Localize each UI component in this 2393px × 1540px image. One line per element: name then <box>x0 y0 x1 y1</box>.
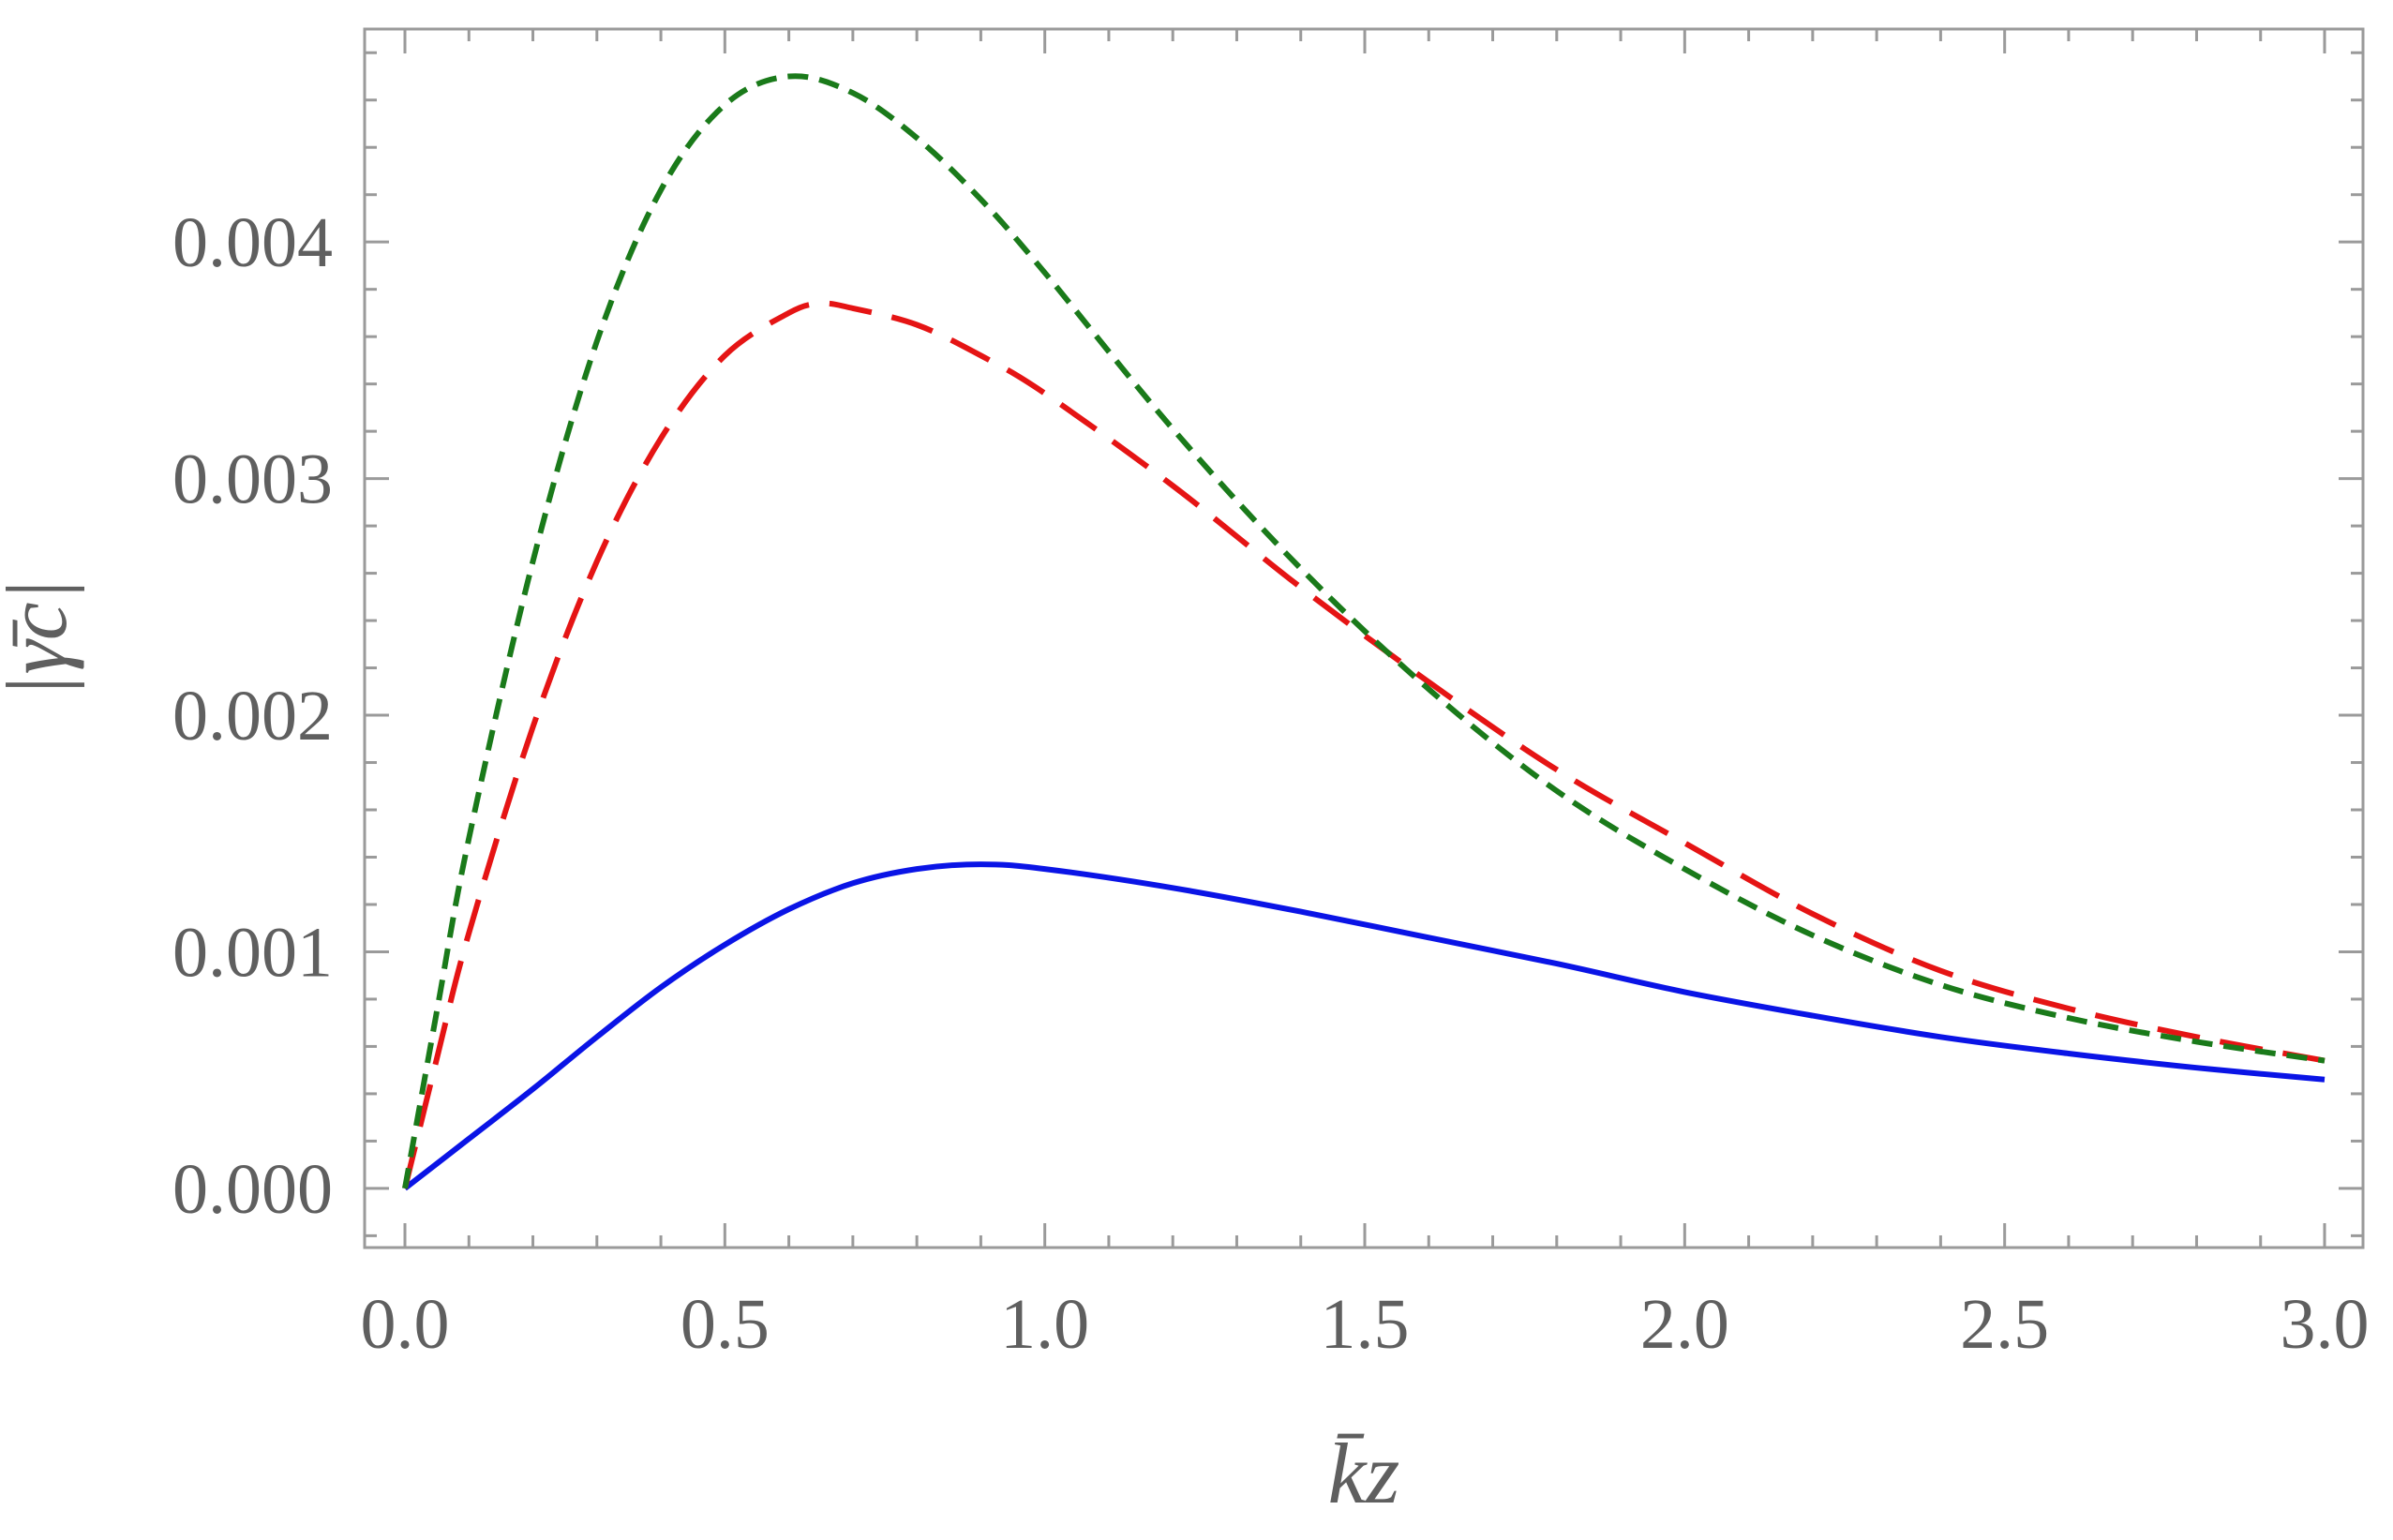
axis-ticks <box>365 29 2363 1248</box>
y-tick-label: 0.000 <box>172 1150 333 1229</box>
x-tick-label: 0.0 <box>361 1285 450 1364</box>
y-tick-labels: 0.000 0.001 0.002 0.003 0.004 <box>172 203 333 1229</box>
y-tick-label: 0.004 <box>172 203 333 282</box>
x-tick-label: 2.0 <box>1640 1285 1729 1364</box>
x-tick-labels: 0.0 0.5 1.0 1.5 2.0 2.5 3.0 <box>361 1285 2370 1364</box>
x-tick-label: 1.5 <box>1321 1285 1410 1364</box>
series-layer <box>402 73 2326 1191</box>
x-tick-label: 3.0 <box>2281 1285 2370 1364</box>
series-line-3 <box>402 73 2326 1189</box>
y-tick-label: 0.002 <box>172 677 333 755</box>
y-axis-title: |γ̄c| <box>0 578 84 698</box>
x-tick-label: 2.5 <box>1960 1285 2049 1364</box>
series-line-1 <box>403 861 2326 1191</box>
y-tick-label: 0.001 <box>172 913 333 992</box>
x-tick-label: 1.0 <box>1000 1285 1089 1364</box>
y-tick-label: 0.003 <box>172 441 333 519</box>
x-tick-label: 0.5 <box>681 1285 770 1364</box>
x-axis-title: k̄z <box>1328 1426 1400 1521</box>
series-line-2 <box>402 300 2326 1189</box>
